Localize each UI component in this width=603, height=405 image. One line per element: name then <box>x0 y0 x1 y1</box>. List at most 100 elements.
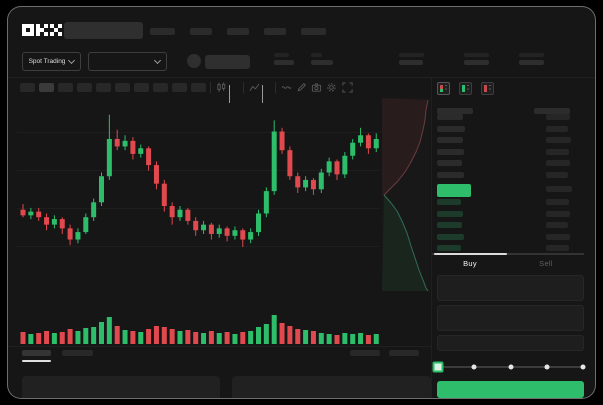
price-series <box>20 114 379 247</box>
gridline <box>17 170 380 171</box>
coin-avatar-icon <box>187 54 201 68</box>
timeframe-button-10[interactable] <box>191 83 206 92</box>
okx-logo[interactable] <box>22 24 62 36</box>
candlestick-chart[interactable] <box>17 101 380 346</box>
asks-list <box>432 114 589 184</box>
settings-icon[interactable] <box>326 82 337 93</box>
timeframe-button-2[interactable] <box>39 83 54 92</box>
toolbar-divider <box>210 82 211 93</box>
timeframe-button-7[interactable] <box>134 83 149 92</box>
chevron-down-icon <box>153 56 162 65</box>
chart-footer-control-1[interactable] <box>350 350 380 356</box>
book-asks-icon[interactable] <box>481 82 494 95</box>
ask-row[interactable] <box>432 148 589 155</box>
order-form-field-2[interactable] <box>437 305 584 331</box>
bid-row[interactable] <box>432 233 589 240</box>
slider-stop-4[interactable] <box>580 364 586 370</box>
slider-stop-2[interactable] <box>508 364 513 370</box>
pair-selector-dropdown[interactable] <box>88 52 167 71</box>
gridline <box>17 132 380 133</box>
ask-row[interactable] <box>432 114 589 120</box>
toolbar-divider <box>275 82 276 93</box>
ask-row[interactable] <box>432 125 589 132</box>
order-form-field-3[interactable] <box>437 335 584 351</box>
nav-item-2[interactable] <box>190 28 212 35</box>
header-divider <box>8 77 595 78</box>
bid-row[interactable] <box>432 210 589 217</box>
timeframe-button-8[interactable] <box>153 83 168 92</box>
last-price-indicator[interactable] <box>437 184 471 197</box>
candle-style-icon[interactable] <box>216 82 227 93</box>
ticker-stat-2 <box>311 53 351 69</box>
draw-tool-icon[interactable] <box>296 82 307 93</box>
ask-row[interactable] <box>432 171 589 178</box>
nav-item-1[interactable] <box>150 28 175 35</box>
pair-name-placeholder <box>205 55 250 69</box>
ticker-stat-3 <box>399 53 439 69</box>
bottom-tab-active-underline <box>22 360 51 362</box>
ticker-stat-5 <box>519 53 559 69</box>
gridline <box>17 246 380 247</box>
slider-stop-1[interactable] <box>471 364 477 370</box>
logo-letter-o-icon <box>22 24 34 36</box>
history-panel-placeholder <box>232 376 431 398</box>
nav-item-5[interactable] <box>301 28 326 35</box>
bottom-divider <box>8 346 431 347</box>
amount-slider[interactable] <box>432 361 586 373</box>
indicators-icon[interactable] <box>249 82 260 93</box>
ask-row[interactable] <box>432 160 589 167</box>
chart-footer-control-2[interactable] <box>389 350 419 356</box>
depth-chart[interactable] <box>382 98 430 292</box>
bid-row[interactable] <box>432 199 589 205</box>
gridline <box>17 208 380 209</box>
logo-letter-x-icon <box>50 24 62 36</box>
panel-divider <box>431 77 432 398</box>
top-nav <box>150 28 326 35</box>
screenshot-icon[interactable] <box>311 82 322 93</box>
order-form-field-1[interactable] <box>437 275 584 301</box>
bid-row[interactable] <box>432 222 589 229</box>
timeframe-button-9[interactable] <box>172 83 187 92</box>
tab-buy[interactable]: Buy <box>463 259 477 268</box>
timeframe-button-5[interactable] <box>96 83 111 92</box>
market-type-dropdown[interactable]: Spot Trading <box>22 52 81 71</box>
search-input[interactable] <box>64 22 143 39</box>
book-header-price <box>437 108 473 114</box>
bids-list <box>432 199 589 257</box>
bottom-tab-2[interactable] <box>62 350 93 356</box>
timeframe-button-1[interactable] <box>20 83 35 92</box>
book-header-amount <box>534 108 570 114</box>
chevron-down-icon[interactable] <box>229 85 240 103</box>
tab-sell[interactable]: Sell <box>539 259 553 268</box>
buy-submit-button[interactable] <box>437 381 584 398</box>
orders-panel-placeholder <box>22 376 220 398</box>
ticker-stat-4 <box>464 53 504 69</box>
side-tab-indicator <box>432 253 584 255</box>
nav-item-4[interactable] <box>264 28 286 35</box>
timeframe-button-6[interactable] <box>115 83 130 92</box>
timeframe-button-3[interactable] <box>58 83 73 92</box>
ticker-stat-1 <box>274 53 314 69</box>
bid-row[interactable] <box>432 245 589 252</box>
slider-stop-3[interactable] <box>544 364 550 370</box>
volume-series <box>20 315 379 344</box>
fullscreen-icon[interactable] <box>342 82 353 93</box>
chevron-down-icon[interactable] <box>262 85 273 103</box>
book-bids-icon[interactable] <box>459 82 472 95</box>
toolbar-divider <box>243 82 244 93</box>
bottom-tab-1[interactable] <box>22 350 51 356</box>
timeframe-button-4[interactable] <box>77 83 92 92</box>
slider-handle[interactable] <box>432 361 444 373</box>
last-row-amount <box>546 186 572 192</box>
nav-item-3[interactable] <box>227 28 249 35</box>
market-type-label: Spot Trading <box>28 58 66 65</box>
ask-row[interactable] <box>432 137 589 144</box>
slider-track[interactable] <box>432 361 586 373</box>
line-tool-icon[interactable] <box>281 82 292 93</box>
orderbook-panel: Buy Sell <box>432 77 589 398</box>
book-all-icon[interactable] <box>437 82 450 95</box>
logo-letter-k-icon <box>36 24 48 36</box>
chevron-down-icon <box>68 56 76 65</box>
app-window: Spot Trading <box>7 6 596 399</box>
